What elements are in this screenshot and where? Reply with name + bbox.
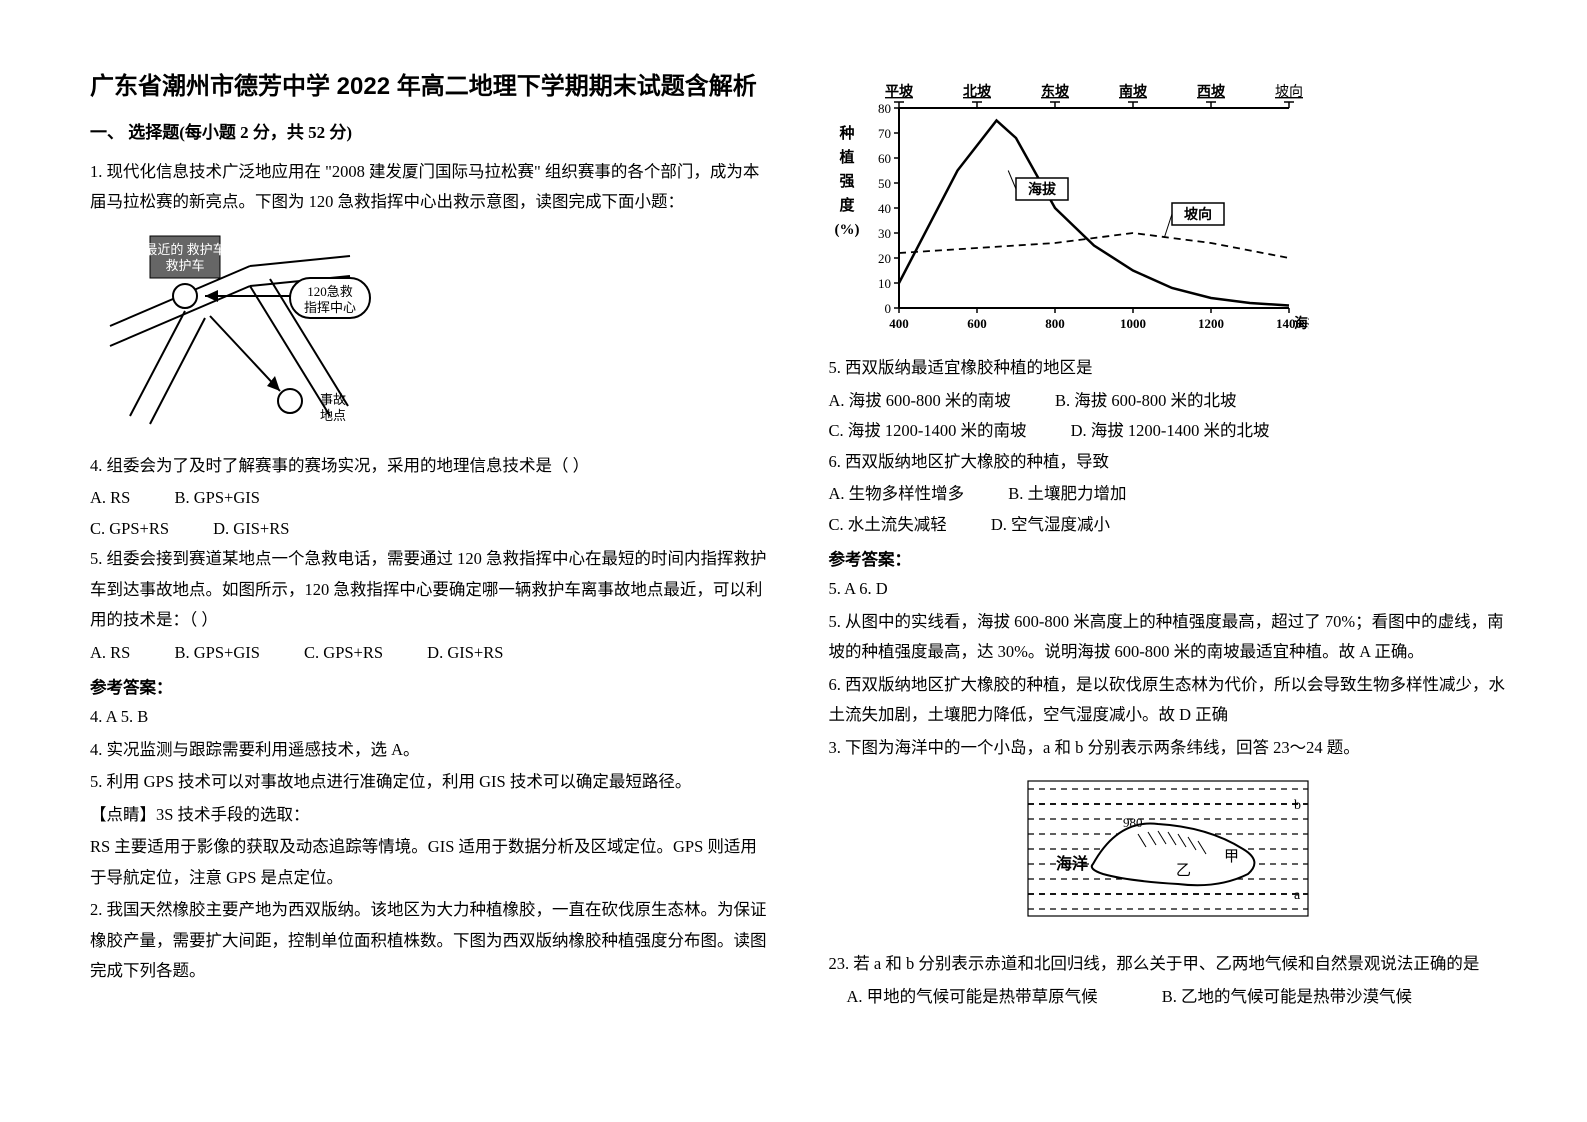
svg-text:东坡: 东坡	[1041, 83, 1070, 100]
svg-text:平坡: 平坡	[885, 83, 914, 100]
svg-text:600: 600	[967, 316, 987, 331]
svg-text:海拔: 海拔	[1028, 181, 1057, 198]
svg-text:坡向: 坡向	[1275, 84, 1303, 100]
section-1-header: 一、 选择题(每小题 2 分，共 52 分)	[90, 118, 769, 143]
q2-exp5: 5. 从图中的实线看，海拔 600-800 米高度上的种植强度最高，超过了 70…	[829, 607, 1508, 668]
q2-5-opt-a: A. 海拔 600-800 米的南坡	[829, 386, 1011, 417]
q3-23-opt-a: A. 甲地的气候可能是热带草原气候	[847, 982, 1098, 1013]
svg-text:400: 400	[889, 316, 909, 331]
q1-tip-label: 【点睛】3S 技术手段的选取：	[90, 800, 769, 831]
q1-4-options-2: C. GPS+RS D. GIS+RS	[90, 514, 769, 545]
svg-text:40: 40	[878, 201, 891, 216]
q1-exp5: 5. 利用 GPS 技术可以对事故地点进行准确定位，利用 GIS 技术可以确定最…	[90, 767, 769, 798]
svg-text:植: 植	[839, 148, 854, 166]
right-column: 平坡北坡东坡南坡西坡坡向0102030405060708040060080010…	[829, 70, 1508, 1082]
q1-4-opt-c: C. GPS+RS	[90, 514, 169, 545]
q2-6-opts-1: A. 生物多样性增多 B. 土壤肥力增加	[829, 479, 1508, 510]
answer-label-2: 参考答案：	[829, 546, 1508, 570]
q2-5-opt-d: D. 海拔 1200-1400 米的北坡	[1071, 416, 1270, 447]
rubber-chart: 平坡北坡东坡南坡西坡坡向0102030405060708040060080010…	[829, 78, 1508, 343]
svg-text:甲: 甲	[1224, 849, 1239, 865]
svg-text:种: 种	[838, 124, 854, 142]
svg-text:80: 80	[878, 101, 891, 116]
q2-5-opt-b: B. 海拔 600-800 米的北坡	[1055, 386, 1237, 417]
left-column: 广东省潮州市德芳中学 2022 年高二地理下学期期末试题含解析 一、 选择题(每…	[90, 70, 769, 1082]
svg-text:南坡: 南坡	[1119, 83, 1148, 100]
svg-text:强: 强	[839, 173, 854, 190]
q2-6-opt-b: B. 土壤肥力增加	[1008, 479, 1126, 510]
svg-text:30: 30	[878, 226, 891, 241]
svg-text:1200: 1200	[1198, 316, 1224, 331]
svg-text:海洋: 海洋	[1056, 854, 1088, 873]
svg-text:海拔（米）: 海拔（米）	[1294, 315, 1309, 332]
q3-23-opt-b: B. 乙地的气候可能是热带沙漠气候	[1162, 982, 1412, 1013]
fig1-closest-car-l1: 最近的 救护车	[144, 242, 225, 257]
svg-text:事故: 事故	[320, 392, 346, 407]
q3-23-opts: A. 甲地的气候可能是热带草原气候 B. 乙地的气候可能是热带沙漠气候	[829, 982, 1508, 1013]
q1-5-opt-d: D. GIS+RS	[427, 638, 503, 669]
q2-5-opts-1: A. 海拔 600-800 米的南坡 B. 海拔 600-800 米的北坡	[829, 386, 1508, 417]
svg-text:1000: 1000	[1120, 316, 1146, 331]
q2-6-opts-2: C. 水土流失减轻 D. 空气湿度减小	[829, 510, 1508, 541]
svg-text:10: 10	[878, 276, 891, 291]
svg-text:度: 度	[839, 196, 855, 214]
figure-3: 980 甲 乙 海洋 b a	[829, 769, 1508, 939]
svg-text:120急救: 120急救	[307, 284, 353, 299]
q2-6-opt-c: C. 水土流失减轻	[829, 510, 947, 541]
svg-text:60: 60	[878, 151, 891, 166]
svg-text:救护车: 救护车	[165, 258, 204, 273]
svg-text:b: b	[1294, 798, 1301, 813]
q1-4-opt-d: D. GIS+RS	[213, 514, 289, 545]
q2-6-opt-a: A. 生物多样性增多	[829, 479, 965, 510]
q1-5-opt-c: C. GPS+RS	[304, 638, 383, 669]
svg-text:0: 0	[884, 301, 891, 316]
svg-text:50: 50	[878, 176, 891, 191]
q1-4-opt-b: B. GPS+GIS	[174, 483, 259, 514]
q1-4-options: A. RS B. GPS+GIS	[90, 483, 769, 514]
svg-text:指挥中心: 指挥中心	[304, 300, 356, 315]
svg-text:800: 800	[1045, 316, 1065, 331]
q2-exp6: 6. 西双版纳地区扩大橡胶的种植，是以砍伐原生态林为代价，所以会导致生物多样性减…	[829, 670, 1508, 731]
q1-intro: 1. 现代化信息技术广泛地应用在 "2008 建发厦门国际马拉松赛" 组织赛事的…	[90, 157, 769, 218]
q1-4: 4. 组委会为了及时了解赛事的赛场实况，采用的地理信息技术是（ ）	[90, 451, 769, 482]
svg-text:西坡: 西坡	[1197, 83, 1226, 100]
answer-label-1: 参考答案：	[90, 674, 769, 698]
q1-5-opt-b: B. GPS+GIS	[174, 638, 259, 669]
q1-exp4: 4. 实况监测与跟踪需要利用遥感技术，选 A。	[90, 735, 769, 766]
document-title: 广东省潮州市德芳中学 2022 年高二地理下学期期末试题含解析	[90, 70, 769, 104]
q1-answers: 4. A 5. B	[90, 702, 769, 733]
q1-tip: RS 主要适用于影像的获取及动态追踪等情境。GIS 适用于数据分析及区域定位。G…	[90, 832, 769, 893]
svg-text:70: 70	[878, 126, 891, 141]
q2-5-opt-c: C. 海拔 1200-1400 米的南坡	[829, 416, 1027, 447]
q3-intro: 3. 下图为海洋中的一个小岛，a 和 b 分别表示两条纬线，回答 23～24 题…	[829, 733, 1508, 764]
q2-5-opts-2: C. 海拔 1200-1400 米的南坡 D. 海拔 1200-1400 米的北…	[829, 416, 1508, 447]
q1-5-opt-a: A. RS	[90, 638, 130, 669]
q2-6-opt-d: D. 空气湿度减小	[991, 510, 1110, 541]
svg-text:坡向: 坡向	[1184, 206, 1212, 223]
q2-answers: 5. A 6. D	[829, 574, 1508, 605]
q2-intro: 2. 我国天然橡胶主要产地为西双版纳。该地区为大力种植橡胶，一直在砍伐原生态林。…	[90, 895, 769, 987]
svg-text:980: 980	[1123, 815, 1143, 830]
q1-5-options: A. RS B. GPS+GIS C. GPS+RS D. GIS+RS	[90, 638, 769, 669]
q1-5: 5. 组委会接到赛道某地点一个急救电话，需要通过 120 急救指挥中心在最短的时…	[90, 544, 769, 636]
svg-text:北坡: 北坡	[963, 83, 992, 100]
page-container: 广东省潮州市德芳中学 2022 年高二地理下学期期末试题含解析 一、 选择题(每…	[0, 0, 1587, 1122]
q1-4-opt-a: A. RS	[90, 483, 130, 514]
svg-text:乙: 乙	[1176, 863, 1191, 879]
svg-text:a: a	[1294, 888, 1301, 903]
q2-5: 5. 西双版纳最适宜橡胶种植的地区是	[829, 353, 1508, 384]
q3-23: 23. 若 a 和 b 分别表示赤道和北回归线，那么关于甲、乙两地气候和自然景观…	[829, 949, 1508, 980]
svg-text:20: 20	[878, 251, 891, 266]
q2-6: 6. 西双版纳地区扩大橡胶的种植，导致	[829, 447, 1508, 478]
figure-1: 最近的 救护车 救护车 120急救 指挥中心 事故 地点	[90, 226, 769, 441]
svg-text:(%): (%)	[834, 222, 859, 238]
svg-text:地点: 地点	[320, 408, 346, 423]
